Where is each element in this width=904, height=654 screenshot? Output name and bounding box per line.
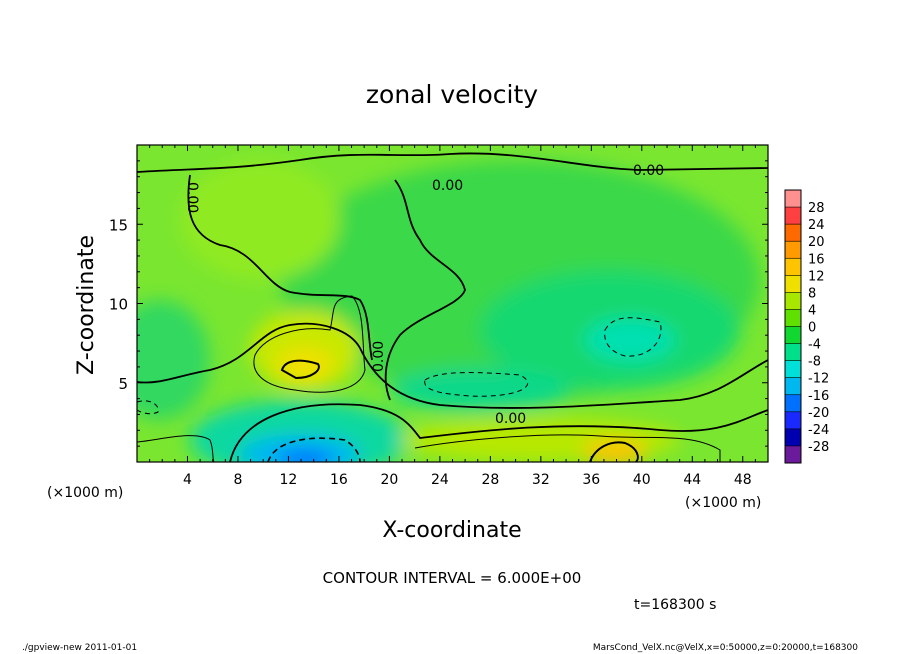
field-blob	[240, 435, 360, 462]
plot-area: 0.00 0.00 0.00 0.00 0.00	[137, 145, 768, 462]
colorbar-swatch	[785, 190, 801, 208]
colorbar-label: 24	[808, 218, 825, 233]
field-blob	[180, 160, 340, 280]
contour-zero-center	[384, 179, 466, 401]
x-tick-label: 20	[380, 472, 398, 488]
colorbar-swatch	[785, 207, 801, 225]
x-tick-label: 32	[532, 472, 550, 488]
colorbar-label: -28	[808, 440, 829, 455]
colorbar-label: 20	[808, 235, 825, 250]
field-blob	[137, 300, 210, 420]
field-blob	[190, 400, 410, 462]
contour-lines	[137, 152, 768, 462]
x-tick-label: 24	[431, 472, 449, 488]
colorbar-swatch	[785, 428, 801, 447]
colorbar-swatch	[785, 377, 801, 396]
x-tick-label: 44	[683, 472, 701, 488]
y-tick-label: 10	[109, 296, 128, 314]
y-axis: 5 10 15	[109, 160, 768, 447]
colorbar-swatch	[785, 343, 801, 361]
x-tick-label: 48	[734, 472, 752, 488]
x-tick-label: 16	[330, 472, 348, 488]
velocity-field	[137, 160, 760, 462]
time-stamp: t=168300 s	[634, 597, 716, 613]
contour-interval-note: CONTOUR INTERVAL = 6.000E+00	[323, 569, 582, 587]
colorbar-swatch	[785, 445, 801, 464]
colorbar-swatch	[785, 394, 801, 413]
colorbar-label: 12	[808, 269, 825, 284]
x-tick-label: 8	[233, 472, 242, 488]
footer-right: MarsCond_VelX.nc@VelX,x=0:50000,z=0:2000…	[593, 643, 858, 653]
contour-label: 0.00	[432, 178, 463, 194]
x-tick-label: 28	[481, 472, 499, 488]
contour-dashed-center	[424, 372, 528, 397]
colorbar-swatch	[785, 309, 801, 327]
colorbar-label: 0	[808, 321, 816, 336]
contour-thin-ring	[253, 295, 366, 393]
contour-thin-bottom	[414, 434, 721, 462]
colorbar-label: -12	[808, 372, 829, 387]
colorbar-label: -4	[808, 338, 821, 353]
field-blob	[390, 368, 570, 412]
field-blob	[277, 450, 333, 462]
x-tick-label: 12	[280, 472, 298, 488]
colorbar-swatch	[785, 241, 801, 259]
contour-label: 0.00	[371, 341, 387, 372]
colorbar-swatch	[785, 224, 801, 242]
x-axis-unit-note-right: (×1000 m)	[685, 495, 761, 511]
contour-zero-low	[137, 322, 768, 409]
colorbar-swatch	[785, 411, 801, 430]
colorbar-label: 8	[808, 286, 816, 301]
contour-positive-bottom	[589, 441, 639, 462]
contour-dashed-bottom	[267, 437, 361, 462]
contour-dashed-left	[137, 400, 159, 415]
colorbar-label: -8	[808, 355, 821, 370]
contour-zero-top	[137, 152, 768, 173]
contour-label: 0.00	[633, 163, 664, 179]
colorbar-swatch	[785, 258, 801, 276]
colorbar-label: 28	[808, 201, 825, 216]
colorbar: 28 24 20 16 12 8 4 0 -4 -8 -12 -16 -20 -24 -28	[784, 189, 829, 464]
x-axis-unit-note: (×1000 m)	[47, 485, 123, 501]
contour-dashed-right	[604, 317, 662, 357]
x-tick-label: 36	[582, 472, 600, 488]
contour-thin-lowerleft	[137, 435, 215, 462]
y-tick-label: 15	[109, 216, 128, 234]
contour-zero-left	[187, 174, 373, 361]
contour-zero-bottom	[229, 403, 768, 462]
colorbar-swatch	[785, 292, 801, 310]
colorbar-label: -16	[808, 389, 829, 404]
colorbar-swatch	[785, 275, 801, 293]
x-axis: 4 8 12 16 20 24 28 32 36 40 44 48	[149, 145, 756, 488]
contour-label: 0.00	[184, 182, 200, 213]
contour-positive-core	[280, 359, 320, 380]
footer-left: ./gpview-new 2011-01-01	[22, 643, 137, 653]
x-tick-label: 40	[633, 472, 651, 488]
y-tick-label: 5	[118, 375, 128, 393]
contour-labels: 0.00 0.00 0.00 0.00 0.00	[184, 163, 664, 427]
colorbar-label: 4	[808, 303, 816, 318]
field-blob	[585, 318, 675, 362]
x-axis-label: X-coordinate	[382, 518, 521, 543]
chart-title: zonal velocity	[366, 80, 538, 109]
colorbar-label: 16	[808, 252, 825, 267]
colorbar-label: -20	[808, 406, 829, 421]
colorbar-swatch	[785, 326, 801, 344]
colorbar-swatch	[785, 360, 801, 378]
contour-label: 0.00	[495, 411, 526, 427]
y-axis-label: Z-coordinate	[74, 235, 99, 375]
x-tick-label: 4	[183, 472, 192, 488]
colorbar-label: -24	[808, 423, 829, 438]
